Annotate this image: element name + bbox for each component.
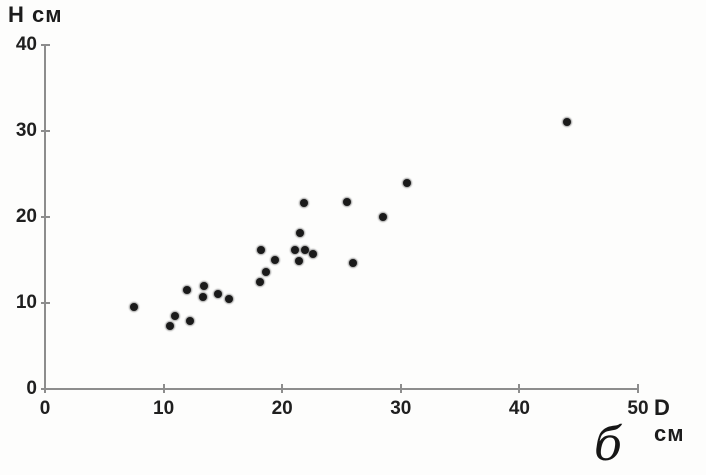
data-point bbox=[199, 281, 208, 290]
data-point bbox=[214, 290, 223, 299]
x-axis-line bbox=[44, 388, 638, 390]
x-axis-label: D см bbox=[654, 395, 685, 446]
data-point bbox=[343, 197, 352, 206]
y-tick-mark bbox=[41, 130, 50, 132]
data-point bbox=[261, 268, 270, 277]
y-tick-mark bbox=[41, 388, 50, 390]
data-point bbox=[271, 256, 280, 264]
data-point bbox=[299, 199, 308, 208]
data-point bbox=[165, 322, 174, 331]
x-tick-mark bbox=[637, 384, 639, 393]
y-tick-mark bbox=[41, 44, 50, 46]
data-point bbox=[171, 311, 180, 320]
x-tick-label: 20 bbox=[271, 398, 293, 419]
x-tick-mark bbox=[162, 384, 165, 393]
y-tick-label: 20 bbox=[15, 206, 37, 227]
data-point bbox=[309, 249, 318, 258]
data-point bbox=[224, 294, 233, 303]
data-point bbox=[402, 178, 411, 187]
x-tick-label: 50 bbox=[627, 398, 649, 419]
x-tick-label: 0 bbox=[39, 398, 51, 419]
data-point bbox=[291, 245, 300, 254]
y-axis-label: Н см bbox=[8, 2, 63, 27]
y-tick-label: 10 bbox=[15, 292, 37, 313]
data-point bbox=[256, 245, 265, 254]
y-tick-label: 30 bbox=[15, 120, 37, 141]
y-tick-mark bbox=[41, 302, 50, 304]
x-tick-mark bbox=[518, 384, 521, 393]
data-point bbox=[294, 256, 303, 265]
data-point bbox=[198, 292, 207, 301]
figure-caption: б bbox=[594, 417, 623, 471]
y-tick-mark bbox=[41, 216, 50, 218]
data-point bbox=[255, 278, 264, 287]
data-point bbox=[185, 317, 194, 326]
y-tick-label: 0 bbox=[26, 378, 37, 399]
data-point bbox=[129, 303, 138, 312]
data-point bbox=[379, 213, 387, 221]
x-tick-mark bbox=[399, 384, 402, 393]
x-tick-label: 10 bbox=[153, 398, 175, 419]
x-tick-label: 40 bbox=[508, 398, 530, 419]
y-tick-label: 40 bbox=[15, 34, 37, 55]
data-point bbox=[295, 229, 304, 238]
plot-area: 0 10 20 30 40 50 0 10 20 30 40 bbox=[16, 34, 649, 419]
data-point bbox=[349, 259, 358, 268]
data-point bbox=[562, 118, 571, 127]
x-tick-mark bbox=[281, 384, 284, 393]
data-point bbox=[183, 286, 192, 295]
x-tick-label: 30 bbox=[390, 398, 412, 419]
data-point bbox=[300, 245, 309, 254]
